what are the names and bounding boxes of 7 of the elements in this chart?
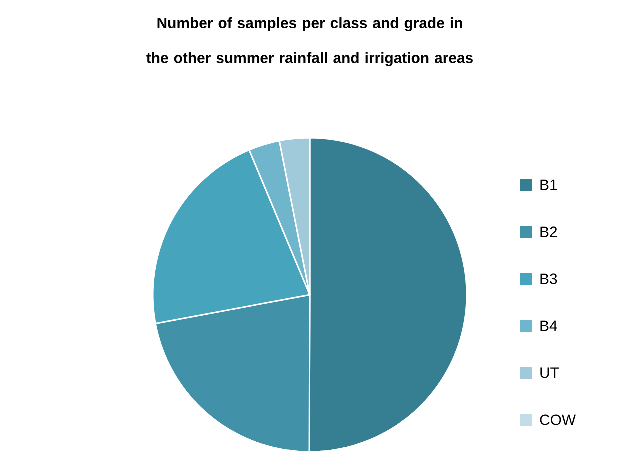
legend-label: COW [540,414,576,426]
legend-label: UT [540,368,560,378]
chart-title: Number of samples per class and grade in the other summer rainfall and irrigation areas [146,18,473,66]
legend-label: B4 [540,320,558,332]
legend-label: B3 [540,274,558,284]
legend-label: B1 [540,180,558,190]
legend-label: B2 [540,226,558,238]
